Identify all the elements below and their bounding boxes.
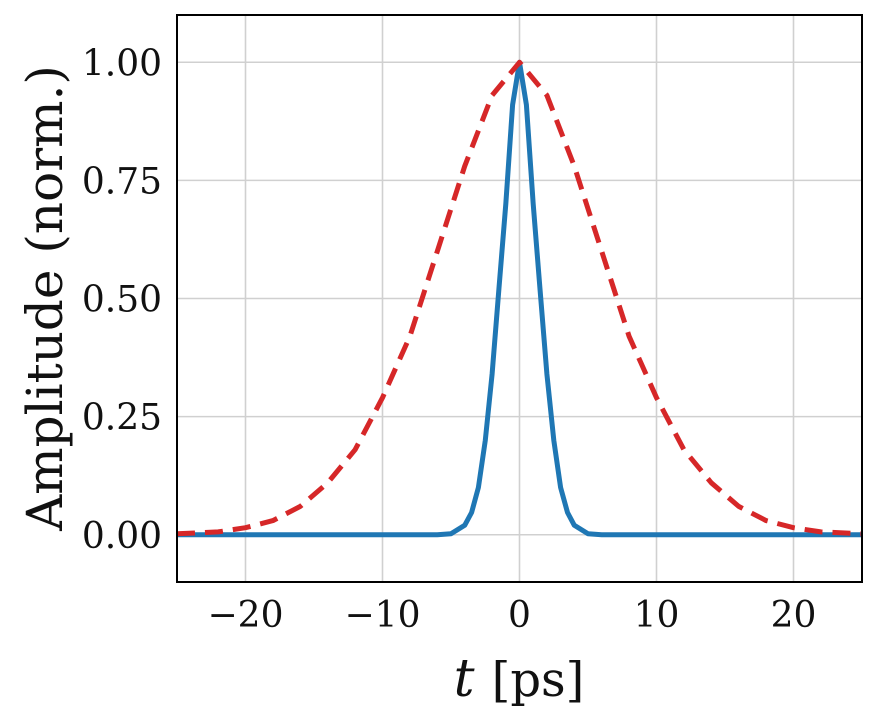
- x-axis-label-unit: [ps]: [492, 652, 585, 708]
- y-tick-label: 1.00: [82, 43, 162, 84]
- y-tick-labels: 0.00 0.25 0.50 0.75 1.00: [82, 43, 162, 557]
- y-axis-label: Amplitude (norm.): [16, 65, 74, 532]
- grid: [177, 15, 862, 582]
- x-tick-label: −10: [345, 595, 421, 636]
- x-axis-label-var: t: [454, 649, 475, 709]
- y-tick-label: 0.50: [82, 280, 162, 321]
- y-tick-label: 0.75: [82, 161, 162, 202]
- y-tick-label: 0.00: [82, 516, 162, 557]
- x-tick-label: −20: [208, 595, 284, 636]
- series-group: [177, 59, 862, 538]
- dashed-series-line: [177, 59, 862, 537]
- x-tick-label: 20: [771, 595, 817, 636]
- x-axis-label: t [ps]: [454, 649, 585, 709]
- x-tick-label: 10: [634, 595, 680, 636]
- plot-frame: [176, 14, 863, 583]
- x-tick-labels: −20 −10 0 10 20: [208, 595, 817, 636]
- y-tick-label: 0.25: [82, 398, 162, 439]
- x-tick-label: 0: [508, 595, 531, 636]
